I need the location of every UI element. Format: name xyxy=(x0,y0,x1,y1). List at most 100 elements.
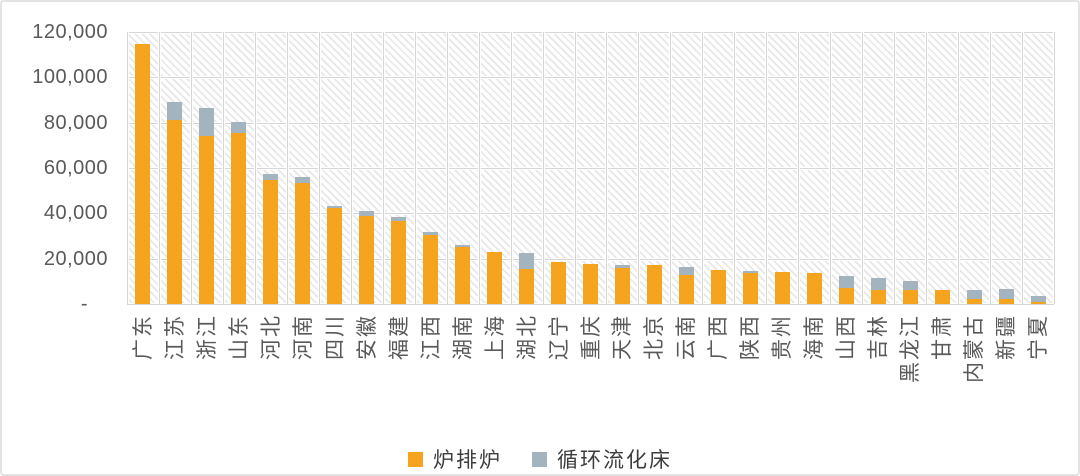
x-label-甘肃: 甘肃 xyxy=(926,314,958,444)
x-label-text-云南: 云南 xyxy=(674,314,698,360)
gridline-v-25 xyxy=(925,32,928,304)
x-label-黑龙江: 黑龙江 xyxy=(894,314,926,444)
x-label-text-北京: 北京 xyxy=(642,314,666,360)
bar-黑龙江-循环流化床 xyxy=(903,281,918,290)
y-tick-label-40000: 40,000 xyxy=(43,202,108,224)
bar-湖南-炉排炉 xyxy=(455,247,470,304)
x-label-text-河北: 河北 xyxy=(259,314,283,360)
gridline-v-18 xyxy=(701,32,704,304)
bar-四川-循环流化床 xyxy=(327,206,342,208)
x-label-天津: 天津 xyxy=(606,314,638,444)
gridline-v-1 xyxy=(158,32,161,304)
bar-河北-循环流化床 xyxy=(263,174,278,180)
x-label-河北: 河北 xyxy=(255,314,287,444)
bar-山西-炉排炉 xyxy=(839,288,854,304)
x-label-广西: 广西 xyxy=(702,314,734,444)
bar-甘肃-炉排炉 xyxy=(935,290,950,304)
gridline-h-100000 xyxy=(127,76,1054,79)
gridline-v-17 xyxy=(669,32,672,304)
bar-山东-循环流化床 xyxy=(231,122,246,133)
bar-四川-炉排炉 xyxy=(327,208,342,304)
gridline-v-19 xyxy=(733,32,736,304)
bar-河南-循环流化床 xyxy=(295,177,310,183)
x-label-重庆: 重庆 xyxy=(575,314,607,444)
plot-area xyxy=(126,31,1056,306)
bar-内蒙古-炉排炉 xyxy=(967,299,982,304)
y-tick-label-80000: 80,000 xyxy=(43,112,108,134)
gridline-v-4 xyxy=(254,32,257,304)
gridline-v-24 xyxy=(893,32,896,304)
bar-湖南-循环流化床 xyxy=(455,245,470,247)
x-label-text-山东: 山东 xyxy=(227,314,251,360)
x-label-山东: 山东 xyxy=(223,314,255,444)
x-label-text-四川: 四川 xyxy=(323,314,347,360)
gridline-v-2 xyxy=(190,32,193,304)
x-label-贵州: 贵州 xyxy=(766,314,798,444)
legend-label-炉排炉: 炉排炉 xyxy=(433,448,502,472)
gridline-v-20 xyxy=(765,32,768,304)
x-label-湖北: 湖北 xyxy=(511,314,543,444)
x-label-text-贵州: 贵州 xyxy=(770,314,794,360)
bar-内蒙古-循环流化床 xyxy=(967,290,982,299)
x-label-江苏: 江苏 xyxy=(159,314,191,444)
gridline-h-80000 xyxy=(127,122,1054,125)
gridline-v-0 xyxy=(126,32,129,304)
bar-重庆-炉排炉 xyxy=(583,264,598,304)
x-axis: 广东 江苏 浙江 山东 河北 河南 四川 安徽 福建 江西 湖南 上海 湖北 辽宁 重庆 天津 北京 云南 广西 陕西… xyxy=(2,314,1078,439)
x-label-text-上海: 上海 xyxy=(483,314,507,360)
x-label-北京: 北京 xyxy=(638,314,670,444)
x-label-陕西: 陕西 xyxy=(734,314,766,444)
x-label-湖南: 湖南 xyxy=(447,314,479,444)
bar-河南-炉排炉 xyxy=(295,183,310,304)
bar-安徽-循环流化床 xyxy=(359,211,374,216)
x-label-text-内蒙古: 内蒙古 xyxy=(962,314,986,383)
x-label-text-辽宁: 辽宁 xyxy=(547,314,571,360)
x-label-浙江: 浙江 xyxy=(191,314,223,444)
legend-swatch-炉排炉 xyxy=(408,451,423,467)
x-label-山西: 山西 xyxy=(830,314,862,444)
gridline-h-20000 xyxy=(127,258,1054,261)
bar-安徽-炉排炉 xyxy=(359,216,374,304)
bar-陕西-循环流化床 xyxy=(743,271,758,273)
x-label-上海: 上海 xyxy=(479,314,511,444)
y-tick-label-0: - xyxy=(80,293,88,315)
x-label-text-河南: 河南 xyxy=(291,314,315,360)
bar-江西-炉排炉 xyxy=(423,235,438,304)
x-label-text-海南: 海南 xyxy=(802,314,826,360)
bar-河北-炉排炉 xyxy=(263,180,278,304)
gridline-v-11 xyxy=(478,32,481,304)
bar-上海-炉排炉 xyxy=(487,252,502,304)
y-axis: 120,000 100,000 80,000 60,000 40,000 20,000 - xyxy=(2,21,108,315)
gridline-v-29 xyxy=(1053,32,1056,304)
bar-云南-炉排炉 xyxy=(679,275,694,304)
bar-北京-炉排炉 xyxy=(647,265,662,304)
x-label-内蒙古: 内蒙古 xyxy=(958,314,990,444)
gridline-h-60000 xyxy=(127,167,1054,170)
bar-江西-循环流化床 xyxy=(423,232,438,235)
gridline-h-120000 xyxy=(127,31,1054,34)
bar-天津-循环流化床 xyxy=(615,265,630,268)
x-label-吉林: 吉林 xyxy=(862,314,894,444)
gridline-v-26 xyxy=(957,32,960,304)
bar-辽宁-炉排炉 xyxy=(551,262,566,304)
legend-label-循环流化床: 循环流化床 xyxy=(557,448,672,472)
x-label-云南: 云南 xyxy=(670,314,702,444)
bar-吉林-炉排炉 xyxy=(871,290,886,304)
gridline-v-23 xyxy=(861,32,864,304)
bar-山东-炉排炉 xyxy=(231,133,246,304)
gridline-v-21 xyxy=(797,32,800,304)
x-label-江西: 江西 xyxy=(415,314,447,444)
gridline-v-15 xyxy=(605,32,608,304)
bar-贵州-炉排炉 xyxy=(775,272,790,304)
bar-广东-炉排炉 xyxy=(135,44,150,304)
gridline-v-13 xyxy=(542,32,545,304)
bar-广西-炉排炉 xyxy=(711,270,726,304)
x-label-text-广西: 广西 xyxy=(706,314,730,360)
gridline-v-28 xyxy=(1021,32,1024,304)
x-label-text-江西: 江西 xyxy=(419,314,443,360)
x-label-text-甘肃: 甘肃 xyxy=(930,314,954,360)
x-label-text-安徽: 安徽 xyxy=(355,314,379,360)
bar-陕西-炉排炉 xyxy=(743,273,758,304)
y-tick-label-100000: 100,000 xyxy=(32,66,108,88)
